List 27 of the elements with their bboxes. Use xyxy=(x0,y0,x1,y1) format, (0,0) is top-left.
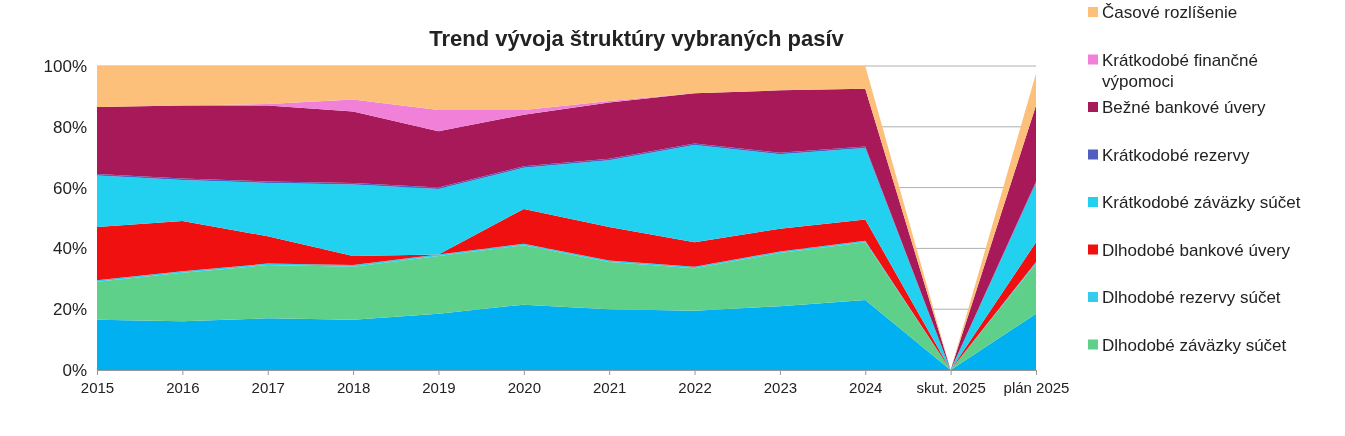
y-tick-label: 100% xyxy=(43,56,87,76)
x-tick-label: 2019 xyxy=(422,379,456,396)
y-tick-label: 20% xyxy=(52,300,87,320)
legend-label: Krátkodobé finančné výpomoci xyxy=(1102,50,1258,91)
legend-label: Časové rozlíšenie xyxy=(1102,3,1238,22)
legend-label: Krátkodobé záväzky súčet xyxy=(1102,193,1301,212)
x-tick-label: 2018 xyxy=(336,379,371,396)
x-tick-label: 2020 xyxy=(507,379,542,396)
x-tick-label: 2022 xyxy=(678,379,712,396)
y-tick-label: 0% xyxy=(62,360,87,380)
y-tick-label: 40% xyxy=(52,239,87,259)
legend-label: Dlhodobé bankové úvery xyxy=(1102,240,1291,260)
x-tick-label: 2023 xyxy=(763,379,798,396)
legend-label: Dlhodobé záväzky súčet xyxy=(1102,335,1287,355)
x-tick-label: 2021 xyxy=(592,379,627,396)
legend-label: Dlhodobé rezervy súčet xyxy=(1102,288,1281,307)
x-tick-label: 2016 xyxy=(166,379,200,396)
legend-label: Krátkodobé rezervy xyxy=(1102,145,1250,165)
x-tick-label: 2017 xyxy=(251,379,285,396)
x-tick-label: 2015 xyxy=(80,379,115,396)
legend-label: Bežné bankové úvery xyxy=(1102,98,1266,117)
chart-title: Trend vývoja štruktúry vybraných pasív xyxy=(429,26,845,51)
y-tick-label: 60% xyxy=(52,178,87,198)
x-tick-label: plán 2025 xyxy=(1003,379,1070,396)
y-tick-label: 80% xyxy=(52,117,87,137)
x-tick-label: skut. 2025 xyxy=(916,379,986,396)
x-tick-label: 2024 xyxy=(849,379,883,396)
